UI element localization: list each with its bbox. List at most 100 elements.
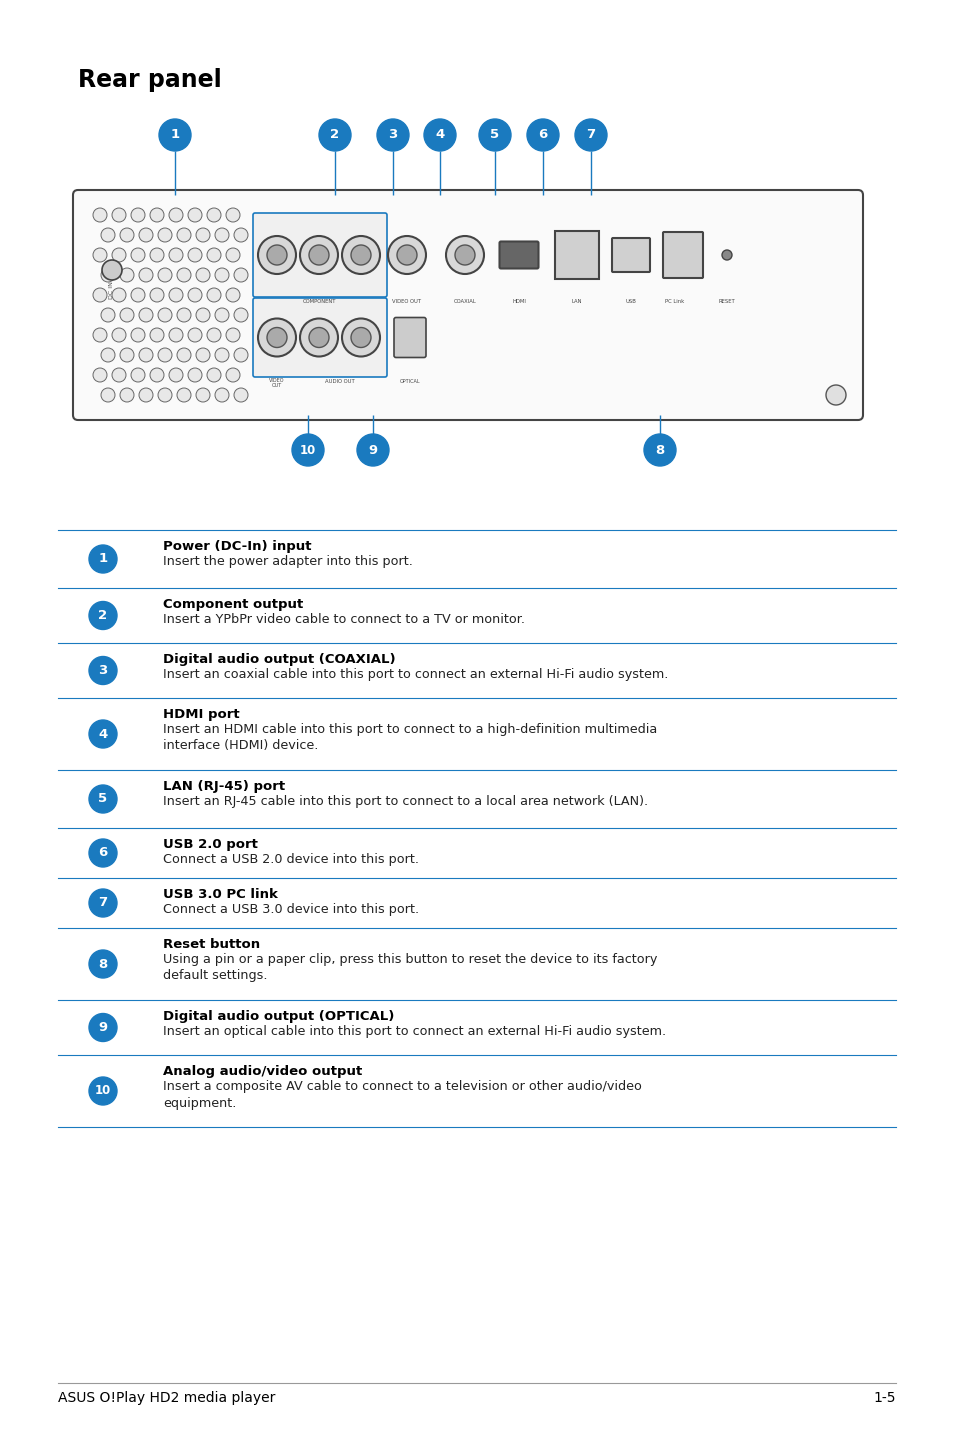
Text: AUDIO OUT: AUDIO OUT [325,380,355,384]
Text: USB 3.0 PC link: USB 3.0 PC link [163,889,277,902]
Circle shape [150,288,164,302]
Circle shape [89,785,117,812]
Text: Using a pin or a paper clip, press this button to reset the device to its factor: Using a pin or a paper clip, press this … [163,953,657,982]
Text: OPTICAL: OPTICAL [399,380,420,384]
Circle shape [351,328,371,348]
Text: 10: 10 [94,1084,111,1097]
Text: 9: 9 [368,443,377,456]
Circle shape [177,348,191,362]
Circle shape [257,318,295,357]
Circle shape [195,388,210,403]
Circle shape [89,889,117,917]
Text: Insert an coaxial cable into this port to connect an external Hi-Fi audio system: Insert an coaxial cable into this port t… [163,669,668,682]
Circle shape [721,250,731,260]
Text: LAN: LAN [571,299,581,303]
Circle shape [195,348,210,362]
Circle shape [396,244,416,265]
Text: Power (DC-In) input: Power (DC-In) input [163,541,312,554]
Text: PC Link: PC Link [664,299,683,303]
Text: 4: 4 [98,728,108,741]
Circle shape [207,209,221,221]
Text: Connect a USB 3.0 device into this port.: Connect a USB 3.0 device into this port. [163,903,418,916]
Circle shape [233,267,248,282]
Text: Insert an optical cable into this port to connect an external Hi-Fi audio system: Insert an optical cable into this port t… [163,1025,665,1038]
Circle shape [825,385,845,406]
Text: 6: 6 [537,128,547,141]
Circle shape [341,236,379,275]
FancyBboxPatch shape [394,318,426,358]
Circle shape [177,308,191,322]
Text: Insert a composite AV cable to connect to a television or other audio/video
equi: Insert a composite AV cable to connect t… [163,1080,641,1110]
Circle shape [92,288,107,302]
Text: 4: 4 [435,128,444,141]
Text: 3: 3 [388,128,397,141]
Circle shape [112,209,126,221]
Circle shape [188,247,202,262]
Text: RESET: RESET [718,299,735,303]
Circle shape [177,267,191,282]
Circle shape [214,348,229,362]
Circle shape [207,288,221,302]
Circle shape [92,368,107,383]
Circle shape [309,328,329,348]
Circle shape [478,119,511,151]
Circle shape [150,209,164,221]
Circle shape [226,328,240,342]
Text: 1: 1 [98,552,108,565]
FancyBboxPatch shape [73,190,862,420]
Circle shape [101,267,115,282]
Text: 2: 2 [98,610,108,623]
Circle shape [158,348,172,362]
Circle shape [112,288,126,302]
Text: Connect a USB 2.0 device into this port.: Connect a USB 2.0 device into this port. [163,853,418,866]
Circle shape [89,1077,117,1104]
Text: 1-5: 1-5 [873,1391,895,1405]
Text: Insert the power adapter into this port.: Insert the power adapter into this port. [163,555,413,568]
Circle shape [120,388,133,403]
FancyBboxPatch shape [499,242,537,269]
Circle shape [150,328,164,342]
Circle shape [159,119,191,151]
Circle shape [120,348,133,362]
Circle shape [214,308,229,322]
Circle shape [226,247,240,262]
Text: 8: 8 [98,958,108,971]
Circle shape [233,229,248,242]
Text: ASUS O!Play HD2 media player: ASUS O!Play HD2 media player [58,1391,275,1405]
Text: HDMI: HDMI [512,299,525,303]
Circle shape [214,267,229,282]
Circle shape [207,247,221,262]
Circle shape [101,229,115,242]
Circle shape [341,318,379,357]
Circle shape [92,328,107,342]
Circle shape [267,244,287,265]
Circle shape [112,368,126,383]
Circle shape [89,1014,117,1041]
Circle shape [112,247,126,262]
Circle shape [233,388,248,403]
Circle shape [292,434,324,466]
Circle shape [131,288,145,302]
Circle shape [89,720,117,748]
Bar [555,232,598,279]
Circle shape [214,229,229,242]
Circle shape [89,601,117,630]
Circle shape [169,328,183,342]
Text: 5: 5 [490,128,499,141]
Circle shape [169,247,183,262]
Circle shape [188,328,202,342]
Circle shape [356,434,389,466]
Circle shape [299,318,337,357]
Circle shape [158,229,172,242]
Circle shape [92,209,107,221]
Circle shape [309,244,329,265]
Circle shape [195,267,210,282]
Circle shape [267,328,287,348]
Circle shape [207,328,221,342]
Text: Component output: Component output [163,598,303,611]
Circle shape [423,119,456,151]
Circle shape [455,244,475,265]
Circle shape [139,229,152,242]
Text: COMPONENT: COMPONENT [303,299,336,303]
Circle shape [101,348,115,362]
